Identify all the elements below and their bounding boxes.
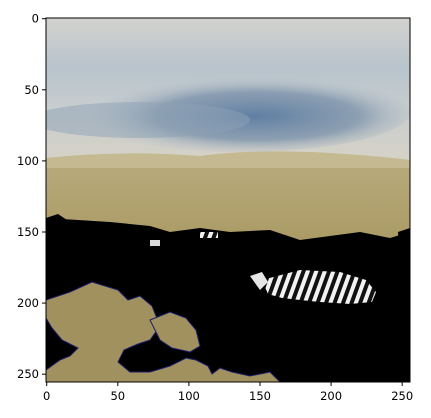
- y-tick-label: 150: [17, 225, 39, 239]
- x-tick-label: 200: [320, 389, 342, 403]
- y-axis: 0 50 100 150 200 250: [17, 12, 46, 381]
- y-tick-label: 200: [17, 296, 39, 310]
- y-tick-label: 0: [32, 12, 39, 26]
- x-tick-label: 150: [249, 389, 271, 403]
- grass-patches: [46, 281, 281, 382]
- y-tick-label: 100: [17, 154, 39, 168]
- zebra-fragment: [150, 232, 218, 246]
- y-tick-label: 50: [24, 83, 39, 97]
- x-tick-label: 250: [391, 389, 413, 403]
- x-tick-label: 50: [110, 389, 125, 403]
- x-tick-label: 0: [43, 389, 50, 403]
- axes-frame: [45, 17, 411, 383]
- y-tick-label: 250: [17, 367, 39, 381]
- photo-content: [46, 18, 410, 382]
- x-tick-label: 100: [178, 389, 200, 403]
- zebra-figure: [250, 270, 376, 304]
- x-axis: 0 50 100 150 200 250: [43, 382, 413, 403]
